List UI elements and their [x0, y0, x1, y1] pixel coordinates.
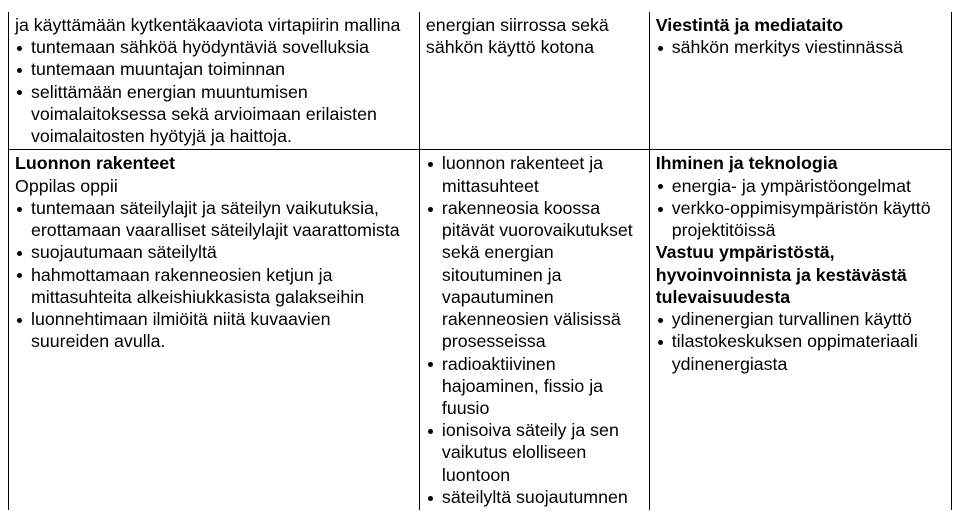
list-item: säteilyltä suojautumnen — [442, 486, 643, 508]
list-item: tuntemaan sähköä hyödyntäviä sovelluksia — [31, 36, 413, 58]
r1c3-heading: Viestintä ja mediataito — [656, 14, 945, 36]
list-item: verkko-oppimisympäristön käyttö projekti… — [672, 197, 945, 241]
r2c3-heading2: Vastuu ympäristöstä, hyvoinvoinnista ja … — [656, 241, 945, 308]
list-item: ydinenergian turvallinen käyttö — [672, 308, 945, 330]
list-item: suojautumaan säteilyltä — [31, 241, 413, 263]
list-item: rakenneosia koossa pitävät vuorovaikutuk… — [442, 197, 643, 353]
list-item: selittämään energian muuntumisen voimala… — [31, 81, 413, 148]
list-item: luonnon rakenteet ja mittasuhteet — [442, 152, 643, 196]
cell-r1-c2: energian siirrossa sekä sähkön käyttö ko… — [419, 12, 649, 150]
list-item: radioaktiivinen hajoaminen, fissio ja fu… — [442, 353, 643, 420]
cell-r2-c3: Ihminen ja teknologia energia- ja ympäri… — [649, 150, 951, 510]
r2c1-heading1: Luonnon rakenteet — [15, 152, 413, 174]
r2c2-list: luonnon rakenteet ja mittasuhteet rakenn… — [426, 152, 643, 508]
list-item: luonnehtimaan ilmiöitä niitä kuvaavien s… — [31, 308, 413, 352]
r1c1-list: tuntemaan sähköä hyödyntäviä sovelluksia… — [15, 36, 413, 147]
list-item: sähkön merkitys viestinnässä — [672, 36, 945, 58]
list-item: tuntemaan säteilylajit ja säteilyn vaiku… — [31, 197, 413, 241]
r2c1-heading2: Oppilas oppii — [15, 175, 413, 197]
list-item: ionisoiva säteily ja sen vaikutus elolli… — [442, 419, 643, 486]
r1c3-list: sähkön merkitys viestinnässä — [656, 36, 945, 58]
r2c3-heading1: Ihminen ja teknologia — [656, 152, 945, 174]
cell-r1-c3: Viestintä ja mediataito sähkön merkitys … — [649, 12, 951, 150]
cell-r1-c1: ja käyttämään kytkentäkaaviota virtapiir… — [9, 12, 420, 150]
list-item: tilastokeskuksen oppimateriaali ydinener… — [672, 330, 945, 374]
r1c2-lead: energian siirrossa sekä sähkön käyttö ko… — [426, 14, 643, 58]
r2c1-list: tuntemaan säteilylajit ja säteilyn vaiku… — [15, 197, 413, 353]
list-item: energia- ja ympäristöongelmat — [672, 175, 945, 197]
r2c3-list1: energia- ja ympäristöongelmat verkko-opp… — [656, 175, 945, 242]
list-item: hahmottamaan rakenneosien ketjun ja mitt… — [31, 264, 413, 308]
cell-r2-c1: Luonnon rakenteet Oppilas oppii tuntemaa… — [9, 150, 420, 510]
r1c1-lead: ja käyttämään kytkentäkaaviota virtapiir… — [15, 14, 413, 36]
r2c3-list2: ydinenergian turvallinen käyttö tilastok… — [656, 308, 945, 375]
list-item: tuntemaan muuntajan toiminnan — [31, 58, 413, 80]
cell-r2-c2: luonnon rakenteet ja mittasuhteet rakenn… — [419, 150, 649, 510]
